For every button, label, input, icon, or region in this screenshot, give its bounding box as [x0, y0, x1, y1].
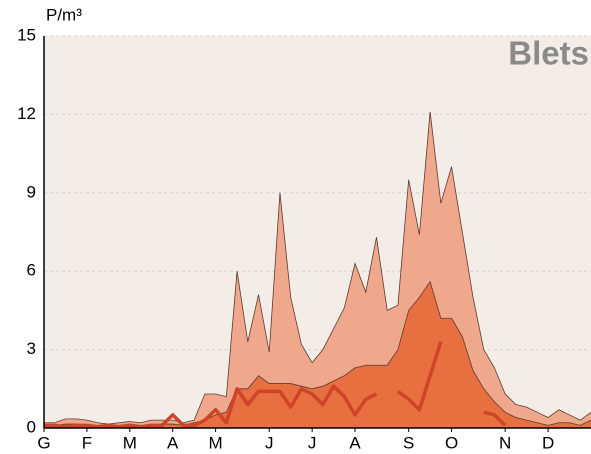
x-tick-label: A	[349, 433, 361, 452]
x-tick-label: N	[499, 433, 511, 452]
x-tick-label: S	[403, 433, 414, 452]
y-tick-label: 12	[17, 104, 36, 123]
x-tick-label: G	[37, 433, 50, 452]
x-tick-label: O	[445, 433, 458, 452]
y-tick-label: 6	[27, 261, 36, 280]
area	[44, 281, 591, 428]
y-tick-label: 3	[27, 339, 36, 358]
x-tick-label: M	[123, 433, 137, 452]
x-tick-label: J	[308, 433, 317, 452]
y-axis-label: P/m³	[46, 5, 82, 24]
x-tick-label: A	[167, 433, 179, 452]
area-outline	[44, 111, 591, 425]
x-tick-label: J	[265, 433, 274, 452]
chart-title: Blets	[508, 35, 589, 72]
x-tick-label: D	[542, 433, 554, 452]
y-tick-label: 0	[27, 417, 36, 436]
y-tick-label: 9	[27, 182, 36, 201]
x-tick-label: M	[209, 433, 223, 452]
x-tick-label: F	[82, 433, 92, 452]
y-tick-label: 15	[17, 25, 36, 44]
line	[44, 341, 507, 429]
